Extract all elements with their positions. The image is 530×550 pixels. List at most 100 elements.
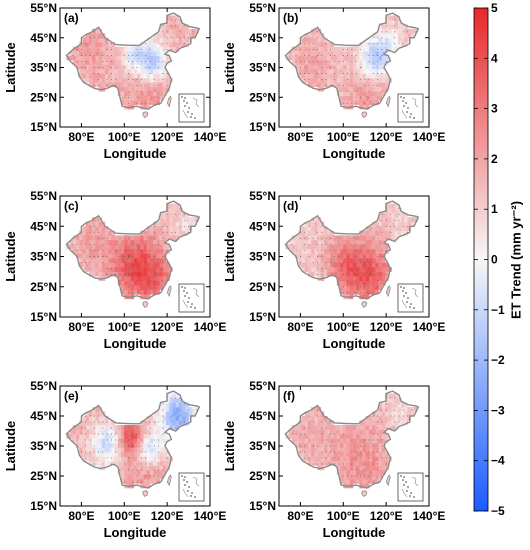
heatmap-cell — [156, 64, 160, 70]
stipple-dot — [398, 43, 400, 45]
heatmap-cell — [98, 239, 103, 245]
heatmap-cell — [394, 393, 399, 399]
heatmap-cell — [133, 73, 138, 79]
heatmap-cell — [69, 51, 74, 56]
heatmap-cell — [92, 37, 96, 43]
stipple-dot — [119, 469, 121, 471]
heatmap-cell — [159, 24, 164, 30]
heatmap-cell — [394, 420, 399, 426]
heatmap-cell — [378, 239, 383, 245]
heatmap-cell — [166, 208, 170, 213]
heatmap-cell — [349, 95, 354, 101]
heatmap-cell — [188, 221, 193, 227]
heatmap-cell — [349, 239, 354, 245]
heatmap-cell — [349, 438, 354, 444]
heatmap-cell — [359, 95, 363, 101]
heatmap-cell — [381, 258, 386, 263]
heatmap-cell — [330, 73, 334, 79]
y-tick-label: 35°N — [30, 439, 57, 453]
heatmap-cell — [295, 244, 299, 250]
heatmap-cell — [314, 434, 318, 439]
heatmap-cell — [178, 37, 183, 43]
heatmap-cell — [169, 19, 173, 25]
colorbar-tick-label: −2 — [491, 353, 505, 367]
heatmap-cell — [356, 285, 360, 291]
heatmap-cell — [317, 425, 322, 430]
heatmap-cell — [117, 253, 122, 259]
heatmap-cell — [343, 55, 347, 61]
stipple-dot — [162, 475, 164, 477]
stipple-dot — [334, 67, 336, 68]
heatmap-cell — [346, 474, 351, 480]
heatmap-cell — [88, 267, 93, 272]
heatmap-cell — [166, 420, 170, 426]
heatmap-cell — [98, 82, 103, 88]
heatmap-cell — [365, 479, 370, 484]
heatmap-cell — [343, 91, 347, 97]
stipple-dot — [359, 96, 361, 98]
heatmap-cell — [85, 447, 90, 453]
heatmap-cell — [150, 262, 154, 268]
x-tick-label: 80°E — [287, 509, 313, 523]
heatmap-cell — [114, 235, 119, 241]
heatmap-cell — [304, 230, 309, 236]
heatmap-cell — [314, 51, 318, 56]
heatmap-cell — [320, 226, 325, 232]
heatmap-cell — [343, 51, 347, 56]
heatmap-cell — [108, 429, 112, 435]
heatmap-cell — [146, 420, 151, 426]
heatmap-cell — [349, 429, 354, 435]
heatmap-cell — [295, 64, 299, 70]
stipple-dot — [304, 249, 306, 251]
stipple-dot — [317, 249, 319, 251]
heatmap-cell — [414, 217, 418, 223]
heatmap-cell — [359, 77, 363, 83]
map-panel: 80°E 100°E 120°E 140°E15°N25°N35°N45°N55°NL… — [3, 379, 226, 540]
stipple-dot — [158, 463, 160, 465]
stipple-dot — [128, 55, 130, 57]
heatmap-cell — [117, 447, 122, 453]
heatmap-cell — [343, 479, 347, 484]
heatmap-cell — [320, 447, 325, 453]
stipple-dot — [299, 262, 301, 264]
heatmap-cell — [127, 91, 132, 97]
heatmap-cell — [369, 230, 373, 236]
heatmap-cell — [88, 73, 93, 79]
heatmap-cell — [340, 68, 344, 74]
stipple-dot — [140, 61, 142, 63]
heatmap-cell — [304, 452, 309, 457]
heatmap-cell — [159, 91, 164, 97]
heatmap-cell — [378, 37, 383, 43]
heatmap-cell — [169, 402, 173, 408]
stipple-dot — [308, 457, 310, 459]
stipple-dot — [355, 96, 357, 98]
heatmap-cell — [340, 285, 344, 291]
heatmap-cell — [101, 461, 106, 466]
stipple-dot — [158, 274, 160, 276]
heatmap-cell — [340, 280, 344, 286]
heatmap-cell — [156, 443, 160, 448]
heatmap-cell — [324, 239, 328, 245]
heatmap-cell — [359, 447, 363, 453]
heatmap-cell — [76, 55, 80, 61]
stipple-dot — [347, 475, 349, 477]
stipple-dot — [308, 427, 310, 429]
heatmap-cell — [307, 411, 312, 417]
heatmap-cell — [372, 42, 376, 47]
stipple-dot — [347, 292, 349, 294]
heatmap-cell — [388, 235, 392, 241]
heatmap-cell — [320, 452, 325, 457]
heatmap-cell — [362, 474, 367, 480]
heatmap-cell — [369, 420, 373, 426]
heatmap-cell — [365, 77, 370, 83]
heatmap-cell — [343, 60, 347, 65]
stipple-dot — [351, 463, 353, 465]
heatmap-cell — [401, 24, 405, 30]
heatmap-cell — [130, 456, 135, 462]
stipple-dot — [98, 249, 100, 251]
heatmap-cell — [105, 248, 109, 254]
heatmap-cell — [150, 64, 154, 70]
heatmap-cell — [130, 77, 135, 83]
heatmap-cell — [146, 91, 151, 97]
hainan-outline — [142, 301, 149, 308]
